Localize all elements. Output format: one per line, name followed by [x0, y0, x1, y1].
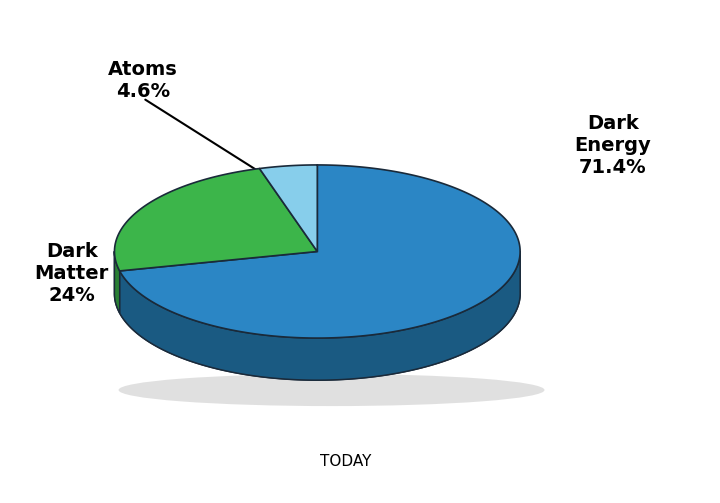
Text: TODAY: TODAY	[320, 454, 372, 469]
Text: Dark
Matter
24%: Dark Matter 24%	[35, 242, 109, 305]
Polygon shape	[114, 251, 120, 313]
Polygon shape	[120, 252, 520, 380]
Polygon shape	[259, 165, 318, 252]
Polygon shape	[114, 252, 520, 380]
Text: Dark
Energy
71.4%: Dark Energy 71.4%	[575, 114, 651, 177]
Polygon shape	[120, 165, 520, 338]
Ellipse shape	[119, 374, 544, 406]
Polygon shape	[114, 169, 318, 271]
Text: Atoms
4.6%: Atoms 4.6%	[108, 60, 178, 101]
